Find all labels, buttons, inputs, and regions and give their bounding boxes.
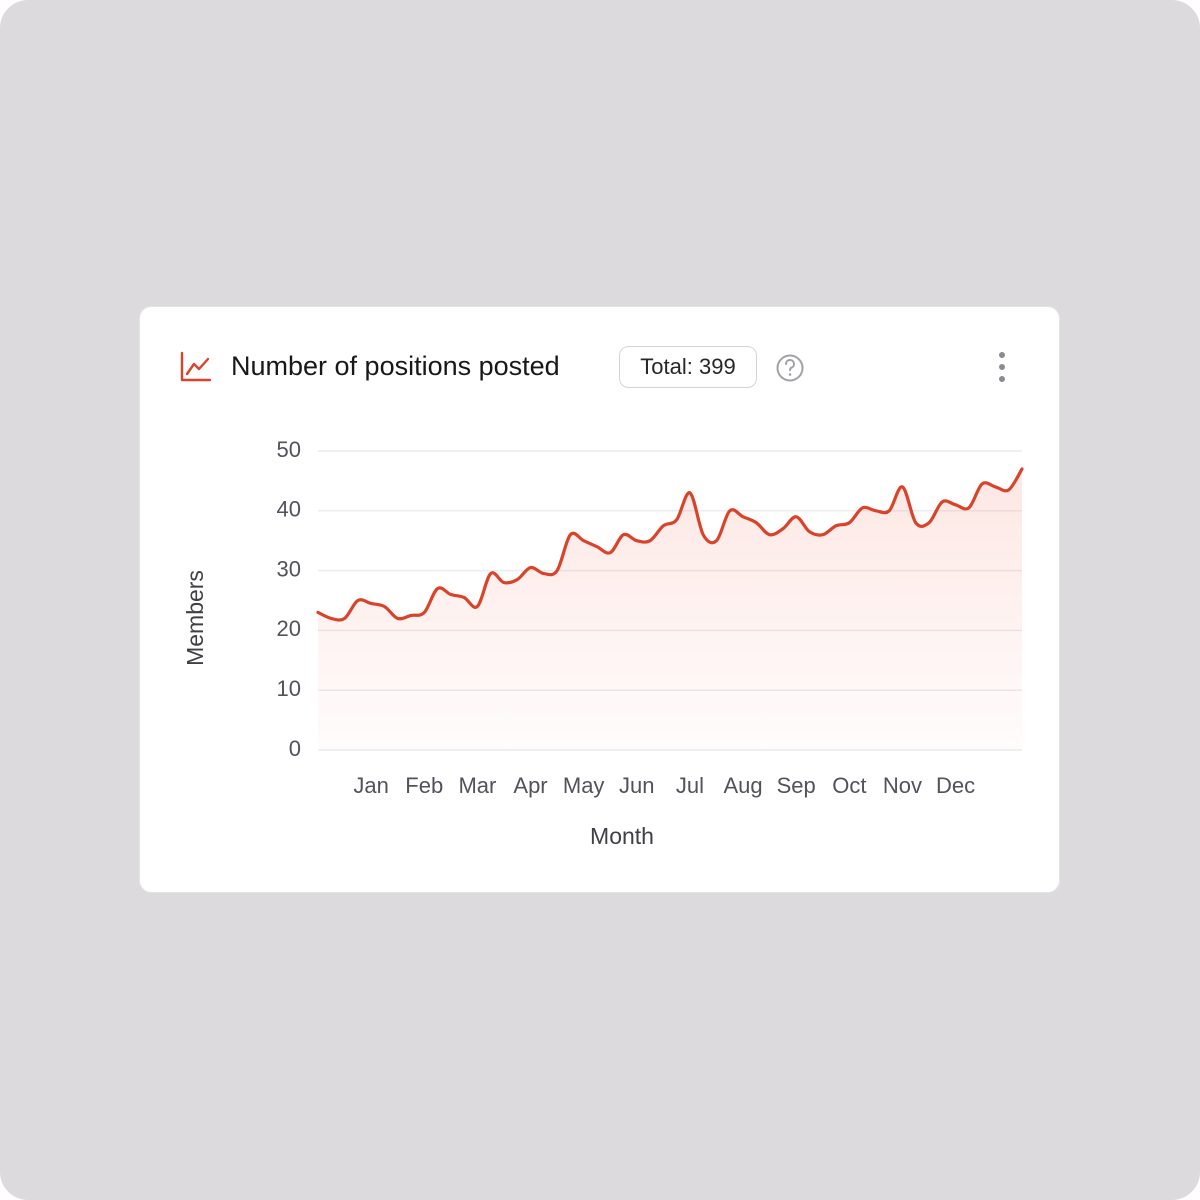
help-icon[interactable] bbox=[776, 354, 804, 382]
y-tick-label: 10 bbox=[277, 676, 301, 701]
y-tick-label: 20 bbox=[277, 616, 301, 641]
y-tick-label: 50 bbox=[277, 437, 301, 462]
area bbox=[318, 468, 1022, 750]
x-tick-label: Mar bbox=[458, 773, 496, 798]
chart-icon bbox=[180, 351, 212, 382]
x-axis-label: Month bbox=[590, 823, 654, 849]
x-tick-label: May bbox=[563, 773, 605, 798]
x-tick-label: Nov bbox=[883, 773, 922, 798]
chart-title: Number of positions posted bbox=[231, 351, 560, 381]
x-tick-label: Aug bbox=[723, 773, 762, 798]
more-menu[interactable] bbox=[999, 352, 1005, 382]
y-tick-label: 30 bbox=[277, 556, 301, 581]
y-axis-label: Members bbox=[182, 570, 208, 666]
y-tick-label: 0 bbox=[289, 736, 301, 761]
total-badge-text: Total: 399 bbox=[640, 354, 735, 379]
x-tick-label: Feb bbox=[405, 773, 443, 798]
y-tick-label: 40 bbox=[277, 497, 301, 522]
x-tick-label: Oct bbox=[832, 773, 866, 798]
x-tick-label: Jun bbox=[619, 773, 654, 798]
x-tick-label: Dec bbox=[936, 773, 975, 798]
x-tick-label: Sep bbox=[777, 773, 816, 798]
x-tick-label: Jul bbox=[676, 773, 704, 798]
x-tick-label: Apr bbox=[513, 773, 547, 798]
x-tick-label: Jan bbox=[353, 773, 388, 798]
total-badge bbox=[619, 346, 757, 388]
line bbox=[316, 467, 1024, 622]
